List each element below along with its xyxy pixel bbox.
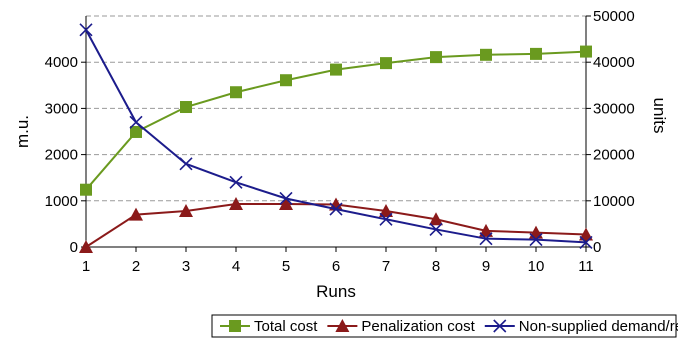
x-tick-label: 4 <box>232 258 240 275</box>
right-y-tick-label: 30000 <box>593 100 635 117</box>
left-y-tick-label: 0 <box>70 239 78 256</box>
legend: Total cost Penalization cost Non-supplied … <box>211 314 678 338</box>
data-point <box>579 227 593 241</box>
x-tick-label: 10 <box>528 258 545 275</box>
right-y-axis-title: units <box>650 98 669 134</box>
data-point <box>430 51 442 64</box>
left-y-axis-title: m.u. <box>13 115 32 148</box>
series-penalization-cost <box>79 197 593 253</box>
x-tick-label: 6 <box>332 258 340 275</box>
data-point <box>129 115 143 129</box>
legend-item: Total cost <box>220 318 318 335</box>
x-tick-label: 3 <box>182 258 190 275</box>
data-point <box>129 207 143 221</box>
data-point <box>180 101 192 114</box>
data-point <box>329 197 343 211</box>
legend-item: Penalization cost <box>327 318 476 335</box>
x-axis-title: Runs <box>316 282 356 301</box>
data-point <box>329 202 343 216</box>
data-point <box>179 203 193 217</box>
legend-label: Total cost <box>254 318 318 335</box>
legend-label: Non-supplied demand/return <box>519 318 678 335</box>
data-point <box>230 86 242 99</box>
data-point <box>480 48 492 61</box>
data-point <box>380 57 392 70</box>
right-y-tick-label: 40000 <box>593 54 635 71</box>
series-total-cost <box>80 45 592 196</box>
left-y-tick-label: 4000 <box>45 54 78 71</box>
data-point <box>79 240 93 253</box>
data-point <box>529 233 543 247</box>
data-point <box>479 223 493 237</box>
tick-labels: 0100020003000400001000020000300004000050… <box>45 8 635 275</box>
data-point <box>80 183 92 196</box>
x-tick-label: 7 <box>382 258 390 275</box>
left-y-tick-label: 3000 <box>45 100 78 117</box>
x-tick-label: 11 <box>578 258 594 275</box>
left-y-tick-label: 2000 <box>45 147 78 164</box>
data-point <box>379 203 393 217</box>
legend-item: Non-supplied demand/return <box>484 318 678 335</box>
right-y-tick-label: 20000 <box>593 147 635 164</box>
legend-box <box>211 314 677 338</box>
right-y-tick-label: 0 <box>593 239 601 256</box>
x-tick-label: 2 <box>132 258 140 275</box>
data-point <box>330 63 342 76</box>
data-point <box>130 125 142 138</box>
data-point <box>429 222 443 237</box>
left-y-tick-label: 1000 <box>45 193 78 210</box>
data-point <box>580 45 592 58</box>
data-point <box>279 197 293 211</box>
data-point <box>379 212 393 226</box>
legend-items: Total cost Penalization cost Non-supplied … <box>220 318 678 335</box>
x-tick-label: 8 <box>432 258 440 275</box>
data-point <box>179 157 193 171</box>
right-y-tick-label: 10000 <box>593 193 635 210</box>
data-point <box>579 235 593 249</box>
legend-marker <box>335 319 350 332</box>
x-tick-label: 9 <box>482 258 490 275</box>
x-tick-label: 1 <box>82 258 90 275</box>
data-point <box>429 212 443 226</box>
grid-lines <box>86 15 586 202</box>
legend-marker <box>229 320 241 332</box>
data-point <box>280 74 292 87</box>
legend-marker <box>493 319 507 333</box>
right-y-tick-label: 50000 <box>593 8 635 25</box>
data-point <box>229 175 243 189</box>
data-point <box>229 197 243 211</box>
data-point <box>479 232 493 246</box>
x-tick-label: 5 <box>282 258 290 275</box>
series-non-supplied-demand-return <box>79 23 593 249</box>
data-point <box>530 47 542 60</box>
legend-label: Penalization cost <box>361 318 475 335</box>
series <box>79 23 593 253</box>
data-point <box>279 191 293 206</box>
data-point <box>79 23 93 37</box>
